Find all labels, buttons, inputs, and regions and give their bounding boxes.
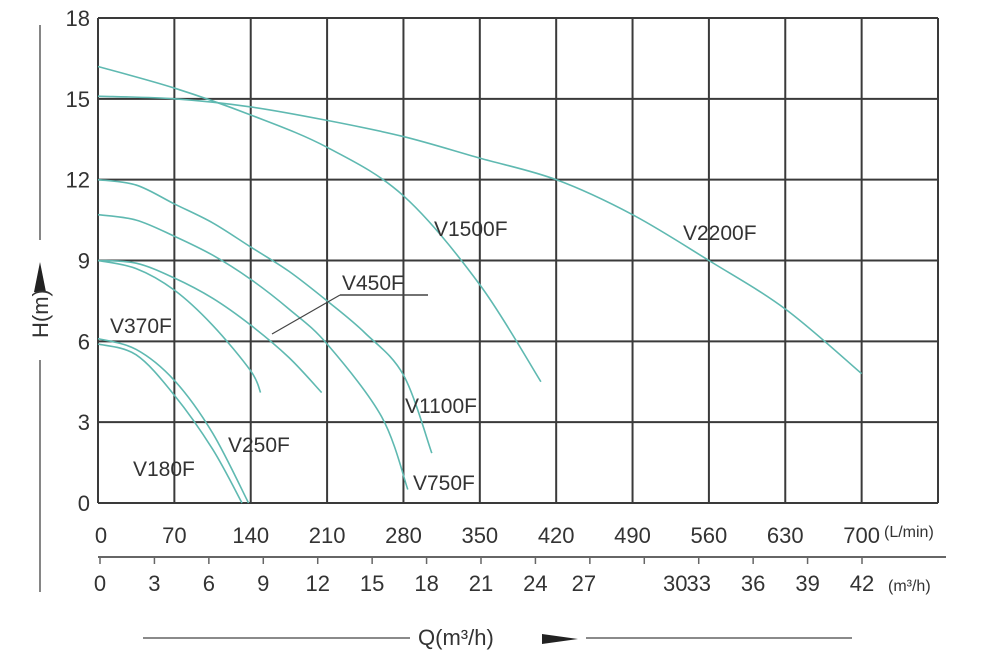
curve-v1500f	[97, 65, 542, 383]
x-tick-label-lmin: 560	[691, 523, 728, 548]
curve-label-v450f: V450F	[342, 272, 404, 295]
curve-label-v2200f: V2200F	[683, 222, 757, 245]
x-tick-label-lmin: 630	[767, 523, 804, 548]
y-tick-labels: 0 3 6 9 12 15 18	[66, 6, 90, 516]
v450f-pointer-line	[271, 294, 341, 335]
x-axis-title: Q(m³/h)	[418, 625, 494, 650]
x-unit-m3h: (m³/h)	[888, 578, 931, 595]
curve-v2200f	[97, 95, 863, 375]
x-tick-label-m3h: 33	[686, 571, 710, 596]
x-tick-label-m3h: 12	[305, 571, 329, 596]
x-tick-label-lmin: 70	[162, 523, 186, 548]
y-tick-label: 0	[78, 491, 90, 516]
x-tick-label-m3h: 18	[414, 571, 438, 596]
grid	[97, 17, 939, 504]
y-tick-label: 9	[78, 249, 90, 274]
x-tick-label-m3h: 3	[148, 571, 160, 596]
x-tick-label-m3h: 9	[257, 571, 269, 596]
curve-v750f	[97, 213, 409, 490]
x-tick-label-m3h: 0	[94, 571, 106, 596]
x-tick-label-m3h: 30	[663, 571, 687, 596]
x-unit-lmin: (L/min)	[884, 524, 934, 541]
x-tick-label-lmin: 280	[385, 523, 422, 548]
x-tick-label-m3h: 39	[795, 571, 819, 596]
x-tick-label-m3h: 6	[203, 571, 215, 596]
x-tick-label-m3h: 15	[360, 571, 384, 596]
curve-label-v370f: V370F	[110, 315, 172, 338]
x-tick-label-lmin: 350	[461, 523, 498, 548]
curve-v180f	[97, 343, 243, 504]
x-tick-label-lmin: 0	[95, 523, 107, 548]
curve-label-v1500f: V1500F	[434, 218, 508, 241]
y-axis-arrow-icon	[34, 262, 46, 292]
x-tick-label-lmin: 140	[232, 523, 269, 548]
y-tick-label: 18	[66, 6, 90, 31]
curve-v370f	[97, 259, 262, 393]
x-tick-label-m3h: 21	[469, 571, 493, 596]
y-axis-title: H(m)	[28, 289, 53, 338]
y-tick-label: 6	[78, 329, 90, 354]
y-tick-label: 12	[66, 168, 90, 193]
curve-v250f	[97, 337, 250, 504]
x-tick-label-m3h: 24	[523, 571, 547, 596]
curve-label-v180f: V180F	[133, 458, 195, 481]
y-tick-label: 15	[66, 87, 90, 112]
x-tick-label-m3h: 36	[741, 571, 765, 596]
x-tick-label-m3h: 42	[850, 571, 874, 596]
curves	[97, 65, 863, 504]
y-tick-label: 3	[78, 410, 90, 435]
x-tick-label-m3h: 27	[572, 571, 596, 596]
curve-label-v750f: V750F	[413, 472, 475, 495]
x-tick-label-lmin: 420	[538, 523, 575, 548]
x-tick-label-lmin: 210	[309, 523, 346, 548]
x-tick-label-lmin: 700	[843, 523, 880, 548]
curve-label-v1100f: V1100F	[405, 395, 477, 418]
x-tick-labels-lmin: 0 70 140 210 280 350 420 490 560 630 700	[95, 523, 880, 548]
curve-v1100f	[97, 178, 433, 454]
x-axis-arrow-icon	[542, 634, 578, 644]
curve-v450f	[97, 259, 323, 394]
x-tick-label-lmin: 490	[614, 523, 651, 548]
curve-label-v250f: V250F	[228, 434, 290, 457]
